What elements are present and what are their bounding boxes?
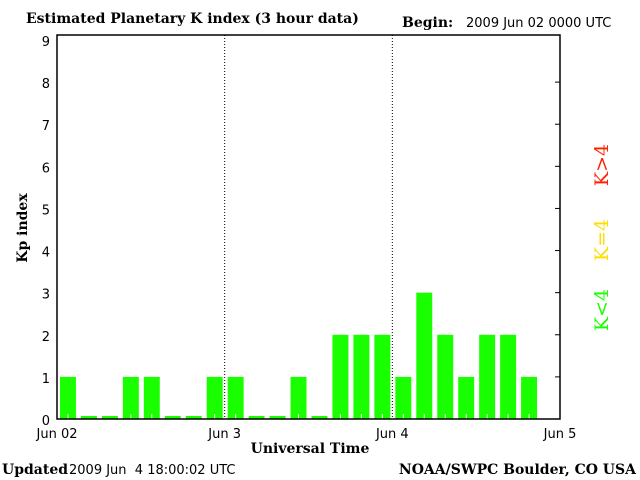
legend-item: K>4 (591, 144, 613, 186)
plot-frame (56, 34, 561, 420)
legend-item: K<4 (591, 289, 613, 331)
y-tick-label: 1 (42, 372, 50, 387)
y-tick-label: 0 (42, 414, 50, 429)
y-tick-label: 5 (42, 203, 50, 218)
kp-bar (248, 416, 265, 419)
kp-bar (185, 416, 202, 419)
kp-bar (122, 376, 139, 419)
kp-bar (143, 376, 160, 419)
begin-value: 2009 Jun 02 0000 UTC (466, 16, 611, 31)
kp-bar (458, 376, 475, 419)
kp-bar (353, 334, 370, 419)
updated-label: Updated (2, 462, 68, 478)
kp-bar (374, 334, 391, 419)
x-tick-label: Jun 4 (375, 427, 409, 442)
y-tick-label: 9 (42, 35, 50, 50)
y-tick-label: 4 (42, 246, 50, 261)
y-tick-label: 2 (42, 330, 50, 345)
y-tick-label: 3 (42, 288, 50, 303)
x-axis-label: Universal Time (251, 441, 370, 457)
kp-bar (395, 376, 412, 419)
kp-bar (269, 416, 286, 419)
y-axis-label: Kp index (15, 193, 31, 263)
y-tick-label: 7 (42, 119, 50, 134)
kp-bar (206, 376, 223, 419)
legend-item: K=4 (591, 219, 613, 261)
x-tick-label: Jun 02 (36, 427, 78, 442)
x-tick-label: Jun 3 (207, 427, 241, 442)
updated-value: 2009 Jun 4 18:00:02 UTC (69, 463, 236, 478)
kp-bar (416, 292, 433, 419)
kp-bar (500, 334, 517, 419)
kp-bar (80, 416, 97, 419)
kp-bar (521, 376, 538, 419)
kp-bar (311, 416, 328, 419)
y-tick-label: 6 (42, 161, 50, 176)
source-credit: NOAA/SWPC Boulder, CO USA (399, 462, 637, 478)
kp-bar (60, 376, 76, 419)
begin-label: Begin: (402, 15, 453, 31)
kp-bar (164, 416, 181, 419)
kp-bar (227, 376, 244, 419)
kp-bar (437, 334, 454, 419)
kp-bar (479, 334, 496, 419)
kp-bar (290, 376, 307, 419)
chart-title: Estimated Planetary K index (3 hour data… (26, 11, 359, 27)
x-tick-label: Jun 5 (543, 427, 577, 442)
kp-bar (332, 334, 349, 419)
kp-bar (101, 416, 118, 419)
y-tick-label: 8 (42, 77, 50, 92)
